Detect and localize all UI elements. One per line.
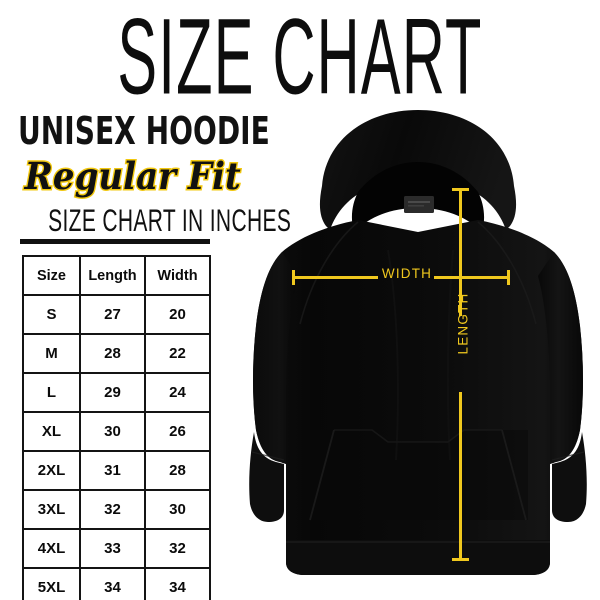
length-measure-label: LENGTH <box>455 292 471 355</box>
cell-width: 22 <box>144 333 211 374</box>
cell-width: 26 <box>144 411 211 452</box>
width-measure-label: WIDTH <box>381 266 433 281</box>
width-measure-line-left <box>292 276 378 279</box>
sleeve-right <box>538 252 583 464</box>
length-measure-line-bottom <box>459 392 462 561</box>
length-measure-line-top <box>459 188 462 316</box>
length-end-cap-bottom <box>452 558 469 561</box>
cell-length: 34 <box>79 567 146 600</box>
column-header-size: Size <box>22 255 81 296</box>
cell-length: 33 <box>79 528 146 569</box>
table-header-row: Size Length Width <box>22 255 211 296</box>
table-row: XL 30 26 <box>22 411 211 452</box>
length-end-cap-top <box>452 188 469 191</box>
sleeve-left <box>253 252 298 464</box>
cell-size: 3XL <box>22 489 81 530</box>
cell-length: 27 <box>79 294 146 335</box>
cell-width: 34 <box>144 567 211 600</box>
cell-length: 31 <box>79 450 146 491</box>
cell-width: 30 <box>144 489 211 530</box>
cell-length: 32 <box>79 489 146 530</box>
shoulder-seam-right <box>477 221 537 325</box>
cell-size: L <box>22 372 81 413</box>
pocket-top-edge <box>334 429 502 443</box>
table-row: 5XL 34 34 <box>22 567 211 600</box>
width-end-cap-left <box>292 270 295 285</box>
cell-length: 28 <box>79 333 146 374</box>
cell-length: 29 <box>79 372 146 413</box>
cuff-right <box>552 432 587 522</box>
page-title: SIZE CHART <box>117 0 483 118</box>
table-row: S 27 20 <box>22 294 211 335</box>
bottom-hem <box>286 540 550 575</box>
units-heading-underline <box>20 239 210 244</box>
cell-size: S <box>22 294 81 335</box>
column-header-length: Length <box>79 255 146 296</box>
cell-width: 28 <box>144 450 211 491</box>
hoodie-illustration <box>238 100 600 590</box>
cell-size: 2XL <box>22 450 81 491</box>
pocket-seam-right <box>501 429 527 521</box>
cell-width: 24 <box>144 372 211 413</box>
cell-width: 32 <box>144 528 211 569</box>
cell-size: 4XL <box>22 528 81 569</box>
shoulder-seam-left <box>299 221 359 325</box>
width-measure-line-right <box>434 276 510 279</box>
table-row: M 28 22 <box>22 333 211 374</box>
cell-length: 30 <box>79 411 146 452</box>
cuff-left <box>249 432 284 522</box>
units-heading: SIZE CHART IN INCHES <box>48 203 292 239</box>
table-row: 4XL 33 32 <box>22 528 211 569</box>
table-row: 2XL 31 28 <box>22 450 211 491</box>
kangaroo-pocket <box>308 430 528 520</box>
pocket-seam-left <box>309 429 335 521</box>
cell-width: 20 <box>144 294 211 335</box>
cell-size: XL <box>22 411 81 452</box>
width-end-cap-right <box>507 270 510 285</box>
column-header-width: Width <box>144 255 211 296</box>
table-row: 3XL 32 30 <box>22 489 211 530</box>
size-table: Size Length Width S 27 20 M 28 22 L 29 2… <box>22 255 211 600</box>
fit-heading: Regular Fit <box>23 153 242 200</box>
neck-label <box>404 196 434 213</box>
cell-size: 5XL <box>22 567 81 600</box>
product-heading: UNISEX HOODIE <box>18 109 270 154</box>
table-row: L 29 24 <box>22 372 211 413</box>
cell-size: M <box>22 333 81 374</box>
